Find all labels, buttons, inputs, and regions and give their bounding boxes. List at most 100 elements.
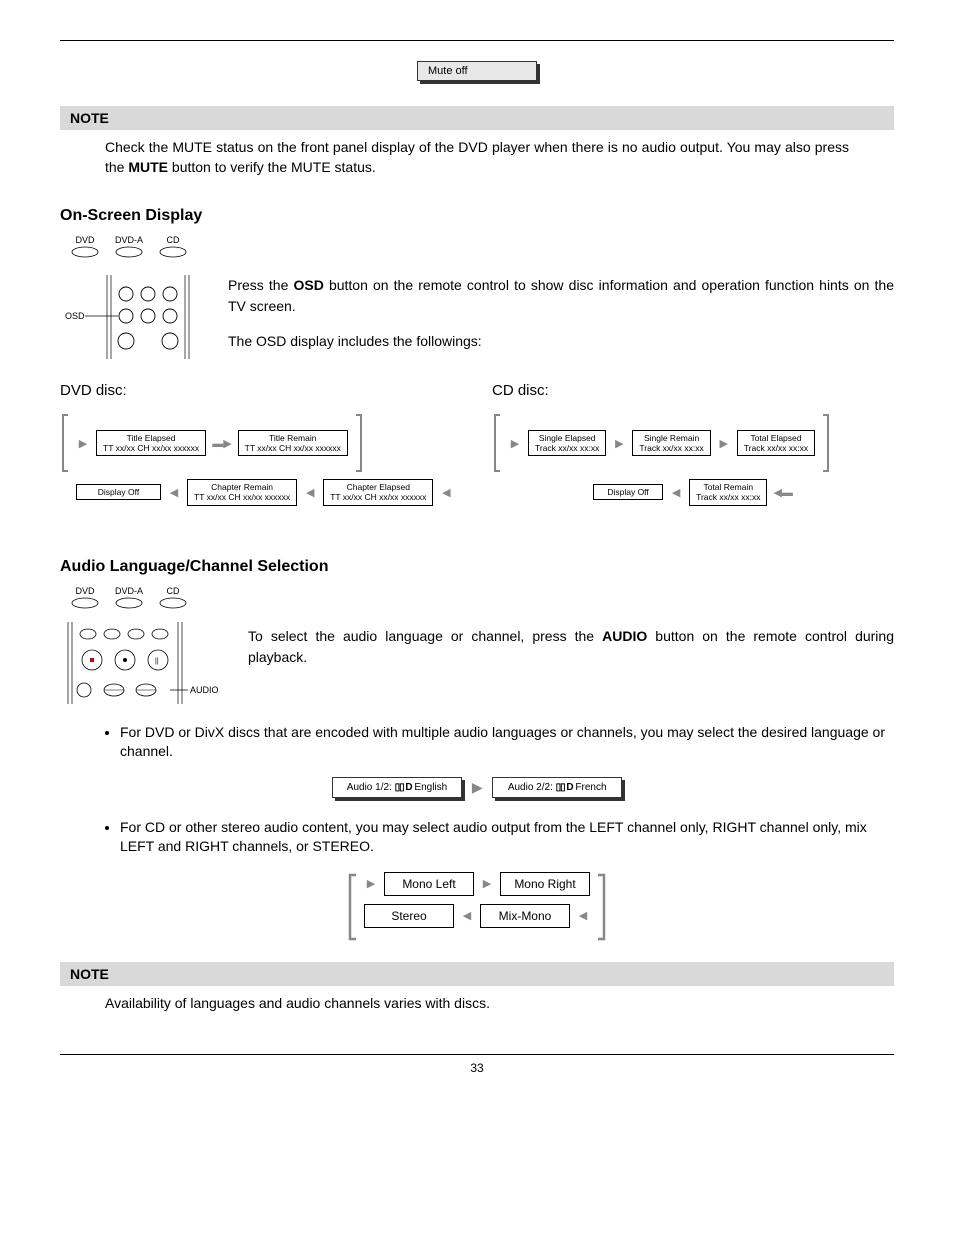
audio-btn: AUDIO (602, 628, 647, 644)
arrow-left-icon: ◀ (303, 486, 317, 499)
flow-t2: Track xx/xx xx:xx (744, 443, 808, 453)
disc-ellipse-icon (114, 596, 144, 610)
disc-label-dvda: DVD-A (115, 586, 143, 596)
disc-label-dvd: DVD (75, 586, 94, 596)
audio-lang-flow: Audio 1/2: ▯▯ D English ▶ Audio 2/2: ▯▯ … (60, 777, 894, 798)
audio-box-1-suffix: English (412, 782, 448, 793)
disc-icons-audio: DVD DVD-A CD (70, 586, 894, 610)
flow-box: Total Remain Track xx/xx xx:xx (689, 479, 767, 505)
flow-box: Chapter Elapsed TT xx/xx CH xx/xx xxxxxx (323, 479, 433, 505)
osd-text-1b: button on the remote control to show dis… (228, 277, 894, 314)
flow-t2: TT xx/xx CH xx/xx xxxxxx (245, 443, 341, 453)
svg-text:||: || (155, 658, 159, 665)
arrow-right-icon: ▶ (76, 437, 90, 450)
bullet-2: For CD or other stereo audio content, yo… (120, 818, 894, 857)
flow-box: Display Off (593, 484, 663, 500)
disc-label-cd: CD (167, 586, 180, 596)
osd-section-title: On-Screen Display (60, 207, 894, 225)
note-bar-2: NOTE (60, 962, 894, 986)
note-bar-1: NOTE (60, 106, 894, 130)
flow-t1: Chapter Elapsed (330, 482, 426, 492)
arrow-left-icon: ◀ (669, 486, 683, 499)
flow-t1: Display Off (83, 487, 154, 497)
disc-ellipse-icon (70, 596, 100, 610)
dolby-icon: ▯▯ D (395, 782, 412, 793)
arrow-left-icon: ◀▬ (773, 486, 792, 499)
arrow-right-icon: ▶ (364, 877, 378, 890)
note1-text-b: button to verify the MUTE status. (168, 159, 376, 175)
note-body-2: Availability of languages and audio chan… (60, 994, 894, 1014)
arrow-left-icon: ◀ (439, 486, 453, 499)
flow-t1: Total Remain (696, 482, 760, 492)
disc-label-dvda: DVD-A (115, 235, 143, 245)
arrow-right-icon: ▬▶ (212, 437, 231, 450)
audio-box-2-prefix: Audio 2/2: (508, 782, 556, 793)
osd-btn: OSD (293, 277, 323, 293)
note1-btn: MUTE (128, 159, 168, 175)
flow-t1: Title Remain (245, 433, 341, 443)
note-body-1: Check the MUTE status on the front panel… (60, 138, 894, 177)
audio-box-2: Audio 2/2: ▯▯ D French (492, 777, 622, 798)
disc-ellipse-icon (158, 596, 188, 610)
disc-icon-cd: CD (158, 235, 188, 259)
remote-audio-diagram: || AUDIO (60, 618, 230, 711)
flow-t1: Chapter Remain (194, 482, 290, 492)
channel-flow: ▶ Mono Left ▶ Mono Right Stereo ◀ Mix-Mo… (60, 872, 894, 942)
arrow-right-icon: ▶ (508, 437, 522, 450)
bullet-1: For DVD or DivX discs that are encoded w… (120, 723, 894, 762)
disc-icons-osd: DVD DVD-A CD (70, 235, 894, 259)
mute-off-box: Mute off (417, 61, 537, 81)
arrow-right-icon: ▶ (480, 877, 494, 890)
flow-t1: Single Remain (639, 433, 703, 443)
disc-ellipse-icon (114, 245, 144, 259)
osd-text-1a: Press the (228, 277, 293, 293)
flow-t1: Title Elapsed (103, 433, 199, 443)
cd-disc-label: CD disc: (492, 382, 894, 399)
disc-label-dvd: DVD (75, 235, 94, 245)
flow-box: Title Remain TT xx/xx CH xx/xx xxxxxx (238, 430, 348, 456)
bottom-rule (60, 1054, 894, 1055)
channel-box: Mono Left (384, 872, 474, 896)
flow-box: Display Off (76, 484, 161, 500)
flow-box: Total Elapsed Track xx/xx xx:xx (737, 430, 815, 456)
mute-off-container: Mute off (60, 61, 894, 81)
bracket-right-icon (596, 872, 608, 942)
page-number: 33 (60, 1061, 894, 1075)
osd-label: OSD (65, 311, 85, 321)
disc-icon-cd: CD (158, 586, 188, 610)
audio-box-1: Audio 1/2: ▯▯ D English (332, 777, 462, 798)
bracket-left-icon (346, 872, 358, 942)
arrow-left-icon: ◀ (167, 486, 181, 499)
audio-section-title: Audio Language/Channel Selection (60, 558, 894, 576)
bracket-left-icon (60, 413, 70, 473)
channel-box: Mix-Mono (480, 904, 570, 928)
audio-box-1-prefix: Audio 1/2: (347, 782, 395, 793)
arrow-right-icon: ▶ (470, 779, 484, 796)
osd-text-block: Press the OSD button on the remote contr… (228, 267, 894, 352)
arrow-right-icon: ▶ (612, 437, 626, 450)
dolby-icon: ▯▯ D (556, 782, 573, 793)
audio-label: AUDIO (190, 685, 219, 695)
disc-icon-dvda: DVD-A (114, 235, 144, 259)
disc-icon-dvd: DVD (70, 586, 100, 610)
flow-t2: Track xx/xx xx:xx (639, 443, 703, 453)
arrow-left-icon: ◀ (576, 909, 590, 922)
dvd-disc-label: DVD disc: (60, 382, 462, 399)
flow-t2: TT xx/xx CH xx/xx xxxxxx (194, 492, 290, 502)
flow-t1: Display Off (600, 487, 656, 497)
disc-icon-dvd: DVD (70, 235, 100, 259)
arrow-right-icon: ▶ (717, 437, 731, 450)
flow-box: Single Elapsed Track xx/xx xx:xx (528, 430, 606, 456)
audio-box-2-suffix: French (573, 782, 607, 793)
flow-box: Single Remain Track xx/xx xx:xx (632, 430, 710, 456)
bracket-left-icon (492, 413, 502, 473)
bracket-right-icon (821, 413, 831, 473)
dvd-flow-col: DVD disc: ▶ Title Elapsed TT xx/xx CH xx… (60, 382, 462, 517)
flow-t2: Track xx/xx xx:xx (696, 492, 760, 502)
top-rule (60, 40, 894, 41)
cd-flow-col: CD disc: ▶ Single Elapsed Track xx/xx xx… (492, 382, 894, 517)
flow-box: Chapter Remain TT xx/xx CH xx/xx xxxxxx (187, 479, 297, 505)
disc-icon-dvda: DVD-A (114, 586, 144, 610)
disc-ellipse-icon (158, 245, 188, 259)
flow-t2: Track xx/xx xx:xx (535, 443, 599, 453)
